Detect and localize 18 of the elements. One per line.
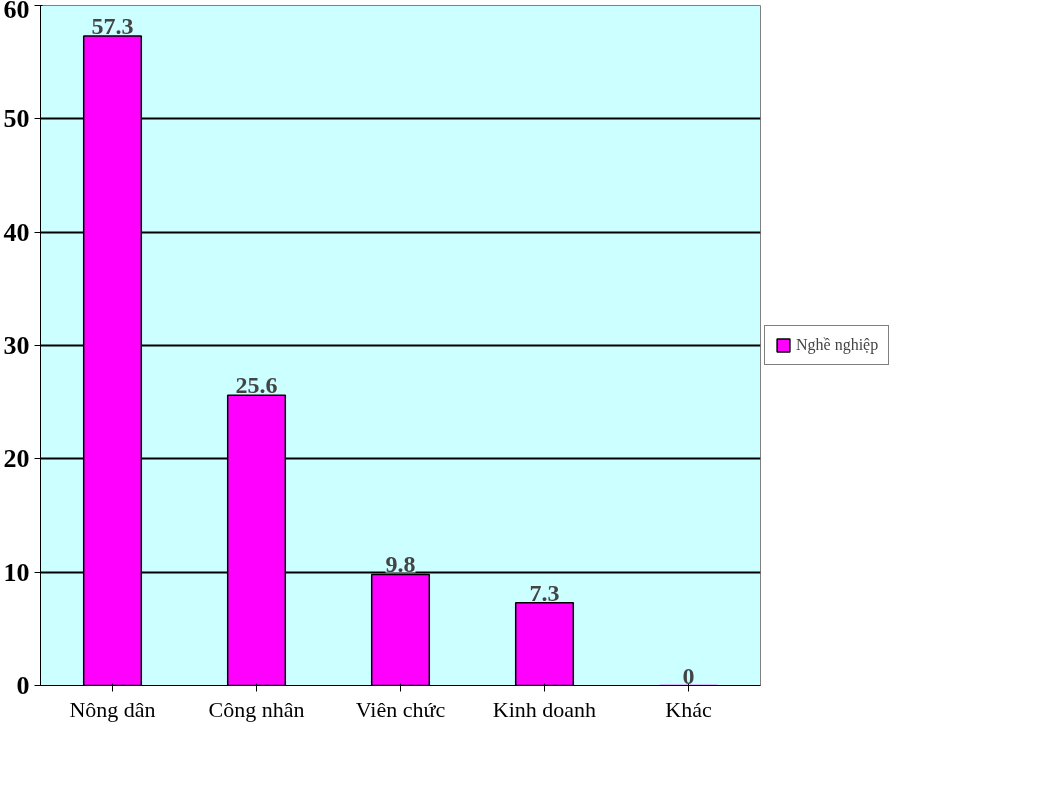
y-tick-label: 30	[3, 331, 30, 360]
data-label: 9.8	[385, 551, 416, 578]
data-label: 25.6	[235, 372, 278, 399]
y-tick-label: 10	[3, 557, 30, 587]
x-tick-label: Kinh doanh	[492, 696, 597, 722]
data-label: 57.3	[91, 13, 134, 40]
x-tick-label: Viên chức	[355, 696, 446, 722]
data-label: 7.3	[529, 579, 560, 606]
y-tick-label: 60	[3, 0, 30, 24]
legend-label: Nghề nghiệp	[796, 336, 879, 354]
y-tick-label: 40	[3, 217, 30, 247]
y-tick-label: 50	[3, 104, 30, 134]
data-label: 0	[682, 662, 695, 689]
y-tick-label: 20	[3, 444, 30, 474]
y-tick-label: 0	[16, 671, 30, 700]
x-tick-label: Khác	[665, 696, 712, 722]
x-tick-label: Nông dân	[69, 696, 156, 722]
x-tick-label: Công nhân	[208, 696, 305, 722]
